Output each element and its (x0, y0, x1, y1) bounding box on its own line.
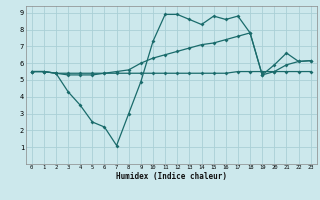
X-axis label: Humidex (Indice chaleur): Humidex (Indice chaleur) (116, 172, 227, 181)
